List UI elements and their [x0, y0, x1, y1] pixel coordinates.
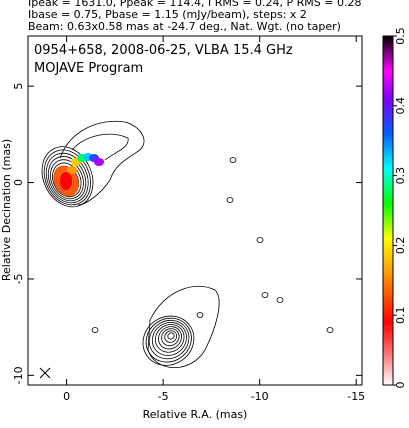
contour	[161, 328, 180, 347]
contour	[91, 327, 99, 333]
contour	[45, 152, 89, 204]
contour	[226, 197, 234, 203]
contour	[229, 157, 237, 163]
colorbar-tick-label: 0.5	[394, 27, 407, 45]
chart-subtitle: MOJAVE Program	[34, 61, 143, 76]
contour	[256, 237, 264, 243]
colorbar-tick-label: 0.4	[394, 97, 407, 115]
chart-title: 0954+658, 2008-06-25, VLBA 15.4 GHz	[34, 43, 293, 58]
x-axis-label: Relative R.A. (mas)	[143, 408, 248, 421]
y-tick-label: -10	[12, 366, 25, 384]
contour-map	[39, 120, 334, 379]
y-tick-label: 5	[12, 83, 25, 90]
y-tick-label: -5	[12, 273, 25, 284]
contour	[155, 324, 185, 353]
contour	[142, 315, 195, 366]
header-line: Ipeak = 1631.0, Ppeak = 114.4, I RMS = 0…	[28, 0, 362, 9]
header-line: Beam: 0.63x0.58 mas at -24.7 deg., Nat. …	[28, 20, 341, 33]
contour	[43, 149, 91, 206]
colorbar-tick-label: 0.1	[394, 306, 407, 324]
contour	[196, 312, 204, 318]
contour	[326, 327, 334, 333]
colorbar-tick-label: 0.3	[394, 167, 407, 185]
colorbar	[382, 35, 394, 386]
x-tick-label: -5	[158, 390, 169, 403]
beam	[39, 367, 51, 379]
pol-patch	[60, 172, 72, 190]
pol-patch	[94, 158, 104, 166]
contour	[148, 319, 190, 360]
contour	[71, 133, 129, 161]
colorbar-tick-label: 0.2	[394, 237, 407, 255]
contour	[145, 317, 192, 363]
plot-frame	[27, 35, 363, 386]
contour	[158, 326, 182, 350]
contour	[147, 286, 220, 369]
contour	[164, 330, 178, 343]
contour	[276, 297, 284, 303]
contour	[49, 159, 84, 200]
contour	[47, 156, 87, 202]
header-line: Ibase = 0.75, Pbase = 1.15 (mJy/beam), s…	[28, 8, 307, 21]
contour	[261, 292, 269, 298]
colorbar-tick-label: 0	[394, 382, 407, 389]
x-tick-label: 0	[63, 390, 70, 403]
y-axis-label: Relative Decination (mas)	[0, 139, 13, 281]
contour	[52, 162, 82, 198]
x-tick-label: -10	[251, 390, 269, 403]
pol-patch	[67, 166, 77, 174]
contour	[167, 332, 175, 340]
contour	[151, 322, 187, 356]
y-tick-label: 0	[12, 179, 25, 186]
x-tick-label: -15	[347, 390, 365, 403]
contour	[59, 120, 145, 206]
